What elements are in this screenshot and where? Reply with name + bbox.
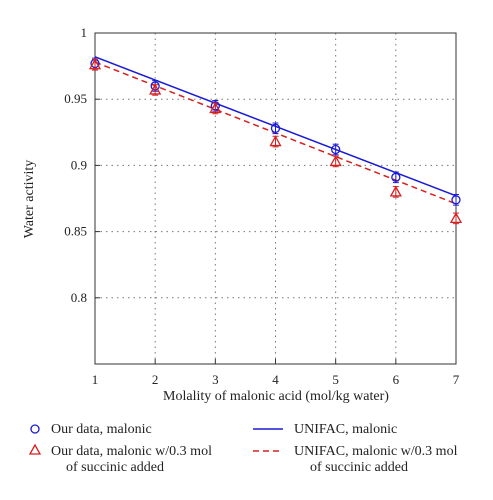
legend-label: Our data, malonic bbox=[51, 422, 152, 437]
y-tick-label: 0.9 bbox=[71, 157, 87, 172]
grid-lines bbox=[95, 33, 456, 364]
y-axis-title: Water activity bbox=[22, 160, 37, 239]
data-point bbox=[329, 155, 342, 167]
x-tick-label: 2 bbox=[152, 372, 159, 387]
x-tick-label: 3 bbox=[212, 372, 219, 387]
y-axis-ticks: 0.8 0.85 0.9 0.95 1 bbox=[64, 25, 100, 305]
data-point bbox=[88, 58, 102, 70]
data-point bbox=[209, 102, 222, 114]
legend: Our data, malonic Our data, malonic w/0.3… bbox=[28, 422, 458, 475]
x-axis-title: Molality of malonic acid (mol/kg water) bbox=[163, 389, 389, 404]
legend-label: UNIFAC, malonic w/0.3 mol bbox=[294, 444, 458, 459]
x-axis-ticks: 1 2 3 4 5 6 7 bbox=[92, 359, 460, 387]
y-tick-label: 1 bbox=[81, 25, 88, 40]
data-point bbox=[451, 195, 461, 205]
legend-marker bbox=[30, 424, 40, 434]
x-tick-label: 5 bbox=[332, 372, 339, 387]
legend-label: of succinic added bbox=[310, 460, 408, 475]
x-tick-label: 7 bbox=[453, 372, 460, 387]
legend-label: Our data, malonic w/0.3 mol bbox=[51, 444, 212, 459]
data-point bbox=[389, 185, 402, 197]
data-point bbox=[149, 83, 162, 95]
data-point bbox=[391, 172, 401, 182]
y-tick-label: 0.85 bbox=[64, 224, 87, 239]
y-tick-label: 0.95 bbox=[64, 91, 87, 106]
data-point bbox=[449, 212, 463, 224]
data-point bbox=[270, 123, 281, 133]
data-point bbox=[269, 135, 282, 147]
data-points bbox=[88, 57, 463, 225]
x-tick-label: 4 bbox=[272, 372, 279, 387]
legend-label: of succinic added bbox=[66, 460, 164, 475]
y-tick-label: 0.8 bbox=[71, 290, 87, 305]
x-tick-label: 6 bbox=[393, 372, 400, 387]
x-tick-label: 1 bbox=[92, 372, 99, 387]
data-point bbox=[331, 144, 341, 155]
legend-marker bbox=[28, 443, 42, 455]
legend-label: UNIFAC, malonic bbox=[294, 422, 397, 437]
